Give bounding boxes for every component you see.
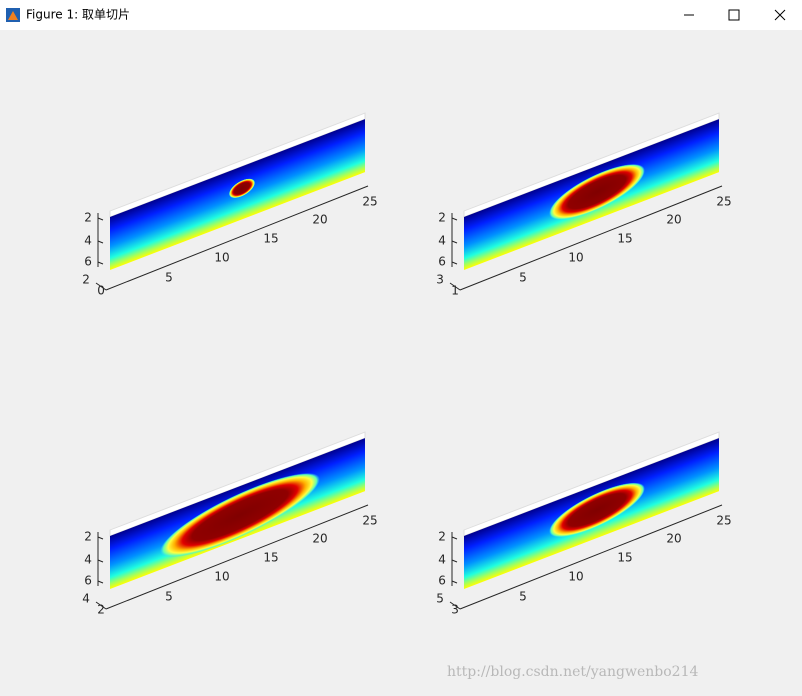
- x-tick-label: 20: [312, 213, 327, 227]
- x-tick-label: 20: [666, 213, 681, 227]
- z-tick-label: 2: [438, 530, 446, 544]
- x-tick-label: 25: [362, 195, 377, 209]
- y-tick-label: 1: [451, 284, 459, 298]
- y-tick-label: 5: [436, 592, 444, 606]
- z-tick: [451, 559, 458, 563]
- x-tick-label: 15: [617, 551, 632, 565]
- z-tick: [451, 240, 458, 244]
- title-bar: [0, 0, 802, 30]
- z-tick: [97, 240, 104, 244]
- x-tick-label: 10: [214, 570, 229, 584]
- y-tick-label: 0: [97, 284, 105, 298]
- y-axis: [449, 282, 461, 291]
- z-tick: [97, 580, 104, 584]
- z-tick: [97, 559, 104, 563]
- slice-hotspot: [229, 178, 255, 199]
- x-tick-label: 20: [666, 532, 681, 546]
- z-tick-label: 2: [438, 211, 446, 225]
- y-axis: [95, 282, 107, 291]
- x-tick-label: 10: [568, 251, 583, 265]
- x-axis: [459, 504, 723, 610]
- x-tick-label: 15: [263, 232, 278, 246]
- slice-surface: [109, 431, 366, 589]
- z-tick-label: 4: [84, 553, 92, 567]
- x-axis: [105, 185, 369, 291]
- x-tick-label: 25: [716, 514, 731, 528]
- z-tick: [451, 536, 458, 540]
- x-tick-label: 25: [362, 514, 377, 528]
- y-axis: [95, 601, 107, 610]
- x-tick-label: 15: [617, 232, 632, 246]
- z-tick-label: 6: [438, 574, 446, 588]
- window-title: Figure 1: 取单切片: [26, 8, 130, 22]
- x-tick-label: 5: [165, 271, 173, 285]
- slice-surface: [463, 431, 720, 589]
- y-tick-label: 3: [451, 603, 459, 617]
- z-tick: [97, 261, 104, 265]
- maximize-button[interactable]: [728, 9, 740, 21]
- x-tick-label: 20: [312, 532, 327, 546]
- y-tick-label: 4: [82, 592, 90, 606]
- z-tick-label: 6: [84, 574, 92, 588]
- z-tick-label: 4: [438, 553, 446, 567]
- slice-surface: [109, 112, 366, 270]
- z-tick: [97, 217, 104, 221]
- x-tick-label: 15: [263, 551, 278, 565]
- x-axis: [459, 185, 723, 291]
- slice-hotspot: [549, 164, 645, 220]
- slice-hotspot: [549, 482, 645, 538]
- app-icon-glyph: [8, 11, 18, 20]
- close-button[interactable]: [774, 9, 786, 21]
- z-tick: [97, 536, 104, 540]
- z-tick: [451, 261, 458, 265]
- x-tick-label: 25: [716, 195, 731, 209]
- y-tick-label: 2: [82, 273, 90, 287]
- z-tick-label: 4: [438, 234, 446, 248]
- subplot: 5 10 15 20 25 2 4 6 31: [436, 112, 732, 298]
- y-tick-label: 3: [436, 273, 444, 287]
- z-tick-label: 6: [438, 255, 446, 269]
- x-tick-label: 10: [568, 570, 583, 584]
- x-tick-label: 5: [165, 590, 173, 604]
- x-tick-label: 5: [519, 271, 527, 285]
- y-axis: [449, 601, 461, 610]
- x-tick-label: 5: [519, 590, 527, 604]
- y-tick-label: 2: [97, 603, 105, 617]
- x-axis: [105, 504, 369, 610]
- z-tick-label: 2: [84, 530, 92, 544]
- watermark: http://blog.csdn.net/yangwenbo214: [447, 664, 698, 680]
- z-tick: [451, 580, 458, 584]
- z-tick: [451, 217, 458, 221]
- z-tick-label: 6: [84, 255, 92, 269]
- x-tick-label: 10: [214, 251, 229, 265]
- slice-surface: [463, 112, 720, 270]
- z-tick-label: 2: [84, 211, 92, 225]
- z-tick-label: 4: [84, 234, 92, 248]
- slice-hotspot: [160, 473, 320, 558]
